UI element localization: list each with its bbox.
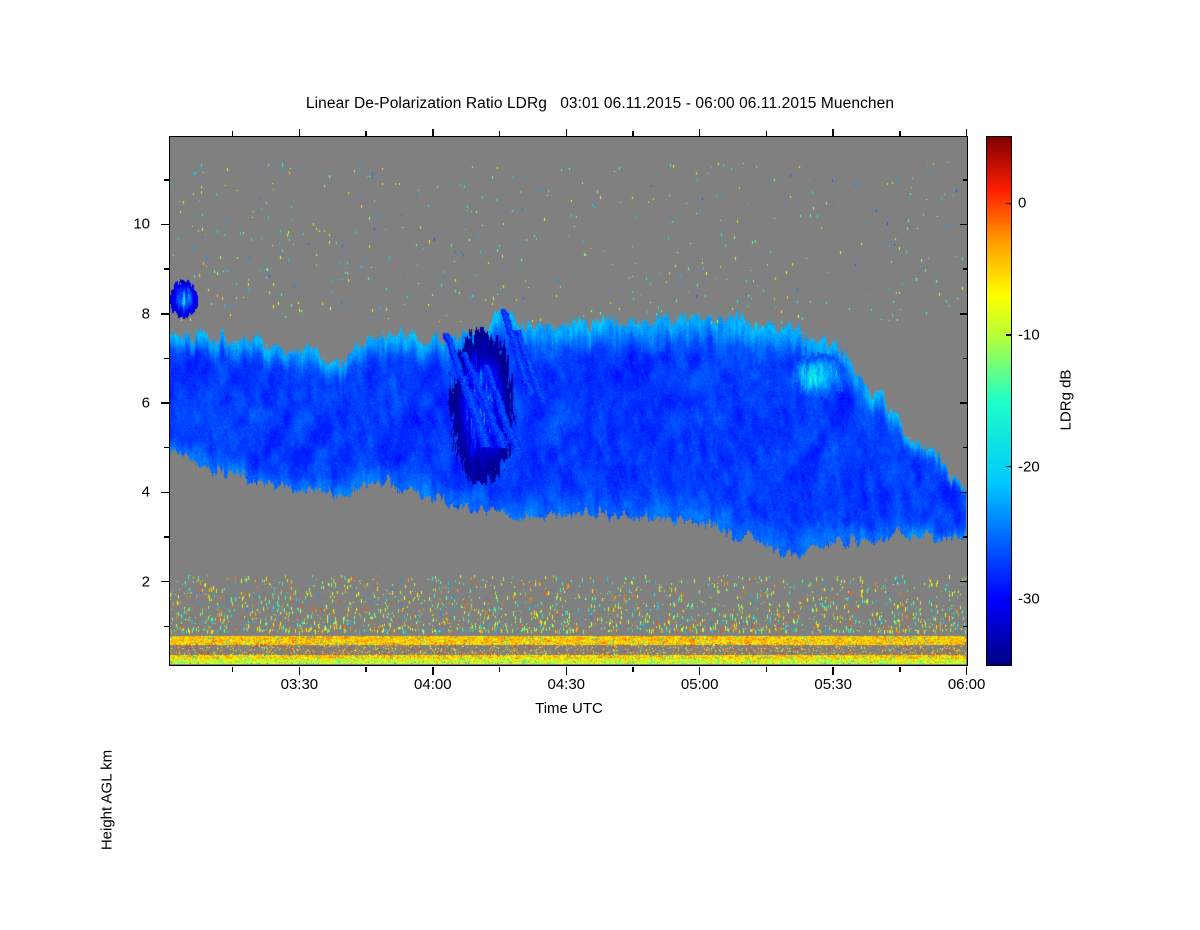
y-tick-major <box>161 402 169 404</box>
x-tick-major <box>298 667 301 675</box>
y-tick-inner-minor <box>963 625 968 628</box>
x-tick-major <box>565 667 567 675</box>
y-tick-inner <box>960 402 968 404</box>
x-tick-major <box>965 667 968 675</box>
y-tick-inner <box>960 223 968 226</box>
y-tick-inner-minor <box>963 447 968 449</box>
y-tick-inner-minor <box>963 357 968 360</box>
figure-root: Linear De-Polarization Ratio LDRg 03:01 … <box>99 95 1075 850</box>
x-tick-top-minor <box>498 131 501 136</box>
x-tick-top <box>432 129 434 137</box>
x-tick-label: 04:30 <box>547 676 586 693</box>
y-tick-major <box>161 313 169 315</box>
x-tick-major <box>432 667 434 675</box>
x-tick-label: 04:00 <box>414 676 452 693</box>
y-tick-minor <box>164 536 169 538</box>
x-tick-top <box>832 129 834 137</box>
x-tick-top <box>298 129 301 137</box>
y-tick-label: 10 <box>133 215 150 233</box>
x-tick-top-minor <box>765 131 768 136</box>
x-tick-label: 05:30 <box>814 676 852 693</box>
x-tick-top-minor <box>231 131 234 136</box>
colorbar-gradient <box>987 137 1011 665</box>
y-tick-inner <box>960 581 968 583</box>
y-tick-minor <box>164 179 169 181</box>
x-axis-title: Time UTC <box>535 700 603 717</box>
colorbar-tick <box>1006 466 1012 468</box>
y-tick-inner-minor <box>963 268 968 270</box>
figure-title: Linear De-Polarization Ratio LDRg 03:01 … <box>305 95 895 112</box>
x-tick-top-minor <box>365 131 367 136</box>
x-tick-major <box>699 667 701 675</box>
y-tick-major <box>161 581 169 583</box>
plot-area <box>169 136 968 666</box>
x-tick-label: 05:00 <box>680 676 719 693</box>
colorbar-tick <box>1006 597 1012 600</box>
y-tick-label: 8 <box>141 305 150 323</box>
colorbar-tick-label: -10 <box>1018 326 1040 344</box>
y-tick-label: 6 <box>141 394 150 412</box>
x-tick-minor <box>632 667 634 672</box>
y-tick-inner-minor <box>963 536 968 538</box>
x-tick-minor <box>899 667 901 672</box>
x-tick-major <box>832 667 834 675</box>
x-tick-minor <box>498 667 501 672</box>
y-tick-minor <box>164 447 169 449</box>
y-tick-inner <box>960 313 968 315</box>
x-tick-minor <box>765 667 768 672</box>
x-tick-label: 03:30 <box>280 676 319 693</box>
y-tick-minor <box>164 268 169 270</box>
y-tick-label: 2 <box>141 573 150 591</box>
colorbar-tick-label: -30 <box>1018 590 1040 608</box>
colorbar <box>986 136 1012 666</box>
x-tick-top <box>565 129 567 137</box>
x-tick-label: 06:00 <box>947 676 986 693</box>
y-tick-label: 4 <box>141 483 150 501</box>
y-tick-inner-minor <box>963 179 968 181</box>
y-tick-major <box>161 223 169 226</box>
y-tick-major <box>161 491 169 494</box>
colorbar-tick-label: 0 <box>1018 194 1027 212</box>
y-axis-title: Height AGL km <box>98 749 116 851</box>
x-tick-top-minor <box>899 131 901 136</box>
y-tick-minor <box>164 357 169 360</box>
x-tick-minor <box>231 667 234 672</box>
x-tick-top-minor <box>632 131 634 136</box>
y-tick-inner <box>960 491 968 494</box>
colorbar-tick <box>1006 334 1012 336</box>
y-tick-minor <box>164 625 169 628</box>
x-tick-minor <box>365 667 367 672</box>
x-tick-top <box>965 129 968 137</box>
colorbar-tick <box>1006 202 1012 204</box>
x-tick-top <box>699 129 701 137</box>
colorbar-title: LDRg dB <box>1057 369 1075 431</box>
radar-heatmap-canvas <box>170 137 966 664</box>
colorbar-tick-label: -20 <box>1018 458 1040 476</box>
